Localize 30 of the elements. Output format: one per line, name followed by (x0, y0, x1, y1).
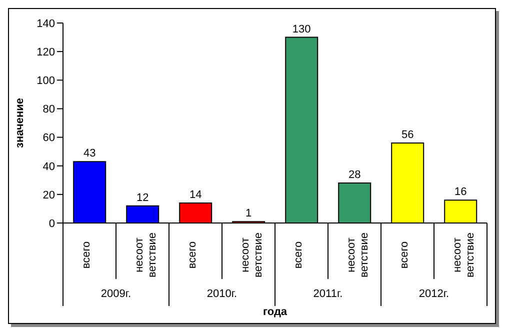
data-label: 56 (401, 129, 414, 141)
text: 2012г. (418, 288, 450, 300)
data-label: 16 (454, 186, 467, 198)
y-tick-label: 60 (42, 132, 55, 144)
data-label: 12 (136, 192, 149, 204)
data-label: 14 (189, 189, 202, 201)
x-tick-label: несоот ветствие (240, 232, 264, 278)
x-tick-label: всего (292, 241, 304, 269)
data-label: 43 (83, 148, 96, 160)
x-tick-label: несоот ветствие (452, 232, 476, 278)
y-tick-label: 120 (36, 46, 55, 58)
y-tick-label: 40 (42, 160, 55, 173)
y-tick-label: 100 (36, 75, 55, 88)
x-tick-label: всего (398, 241, 410, 269)
y-tick-label: 140 (36, 18, 55, 30)
data-label: 28 (348, 169, 361, 181)
x-axis-title: года (262, 306, 288, 318)
x-tick-label: всего (186, 241, 198, 269)
y-axis-title: значение (14, 98, 26, 148)
text: 2011г. (313, 288, 343, 300)
y-tick-label: 80 (42, 104, 55, 116)
text: 2010г. (206, 288, 238, 300)
y-tick-label: 20 (42, 189, 55, 202)
text: 2009г. (100, 288, 132, 300)
data-label: 1 (246, 208, 252, 220)
x-tick-label: несоот ветствие (134, 232, 158, 278)
x-tick-label: несоот ветствие (346, 232, 370, 278)
x-tick-label: всего (80, 241, 92, 269)
data-label: 130 (292, 23, 311, 36)
y-tick-label: 0 (48, 218, 55, 230)
